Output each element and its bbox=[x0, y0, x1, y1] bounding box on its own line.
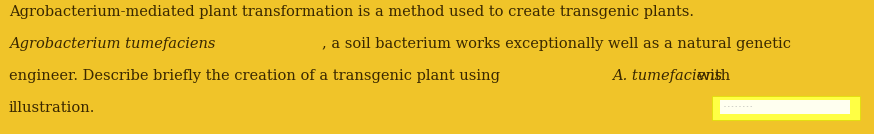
Text: A. tumefaciens: A. tumefaciens bbox=[612, 69, 722, 83]
Bar bbox=[712, 96, 860, 120]
Text: Agrobacterium-mediated plant transformation is a method used to create transgeni: Agrobacterium-mediated plant transformat… bbox=[9, 5, 694, 19]
Text: with: with bbox=[693, 69, 731, 83]
Text: - - - - - - - -: - - - - - - - - bbox=[724, 105, 753, 109]
Text: , a soil bacterium works exceptionally well as a natural genetic: , a soil bacterium works exceptionally w… bbox=[323, 37, 791, 51]
Text: illustration.: illustration. bbox=[9, 101, 95, 116]
Text: Agrobacterium tumefaciens: Agrobacterium tumefaciens bbox=[9, 37, 215, 51]
Bar bbox=[720, 100, 850, 114]
Text: engineer. Describe briefly the creation of a transgenic plant using: engineer. Describe briefly the creation … bbox=[9, 69, 504, 83]
